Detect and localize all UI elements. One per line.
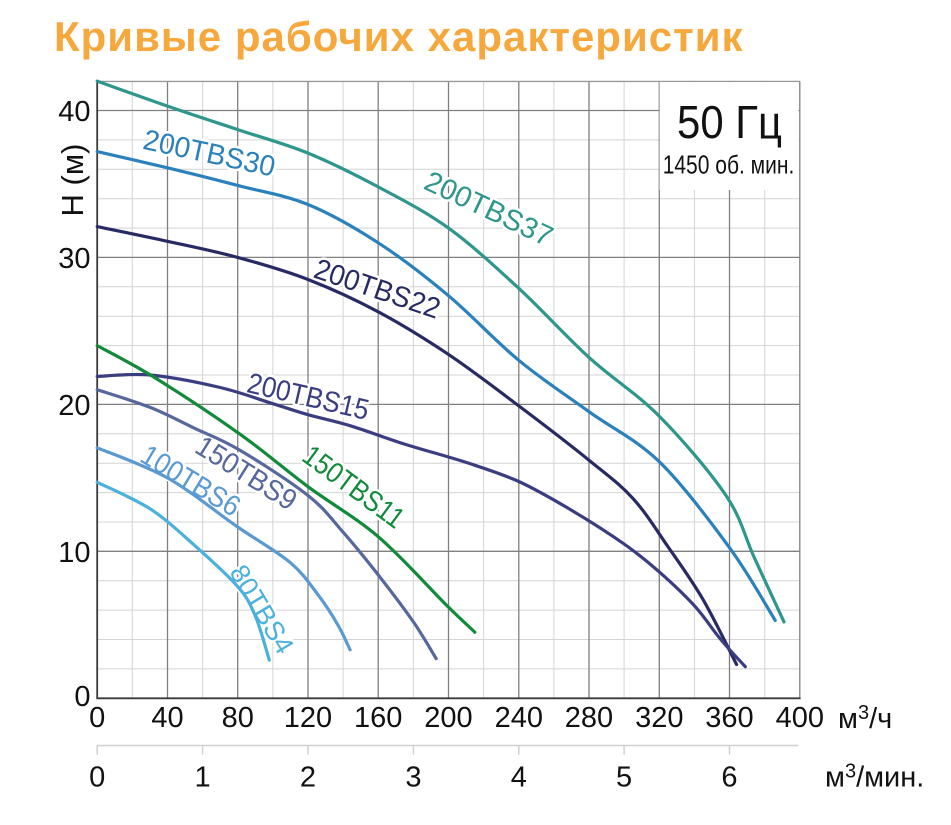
svg-text:H (м): H (м)	[55, 144, 90, 217]
svg-text:10: 10	[58, 537, 90, 569]
svg-text:280: 280	[565, 702, 613, 734]
svg-text:50 Гц: 50 Гц	[677, 96, 782, 148]
svg-text:200: 200	[424, 702, 472, 734]
svg-text:20: 20	[58, 390, 90, 422]
svg-text:5: 5	[616, 762, 632, 794]
svg-text:1450 об. мин.: 1450 об. мин.	[663, 150, 795, 180]
svg-text:6: 6	[721, 762, 737, 794]
svg-text:1: 1	[195, 762, 211, 794]
svg-text:4: 4	[511, 762, 527, 794]
svg-text:м3/мин.: м3/мин.	[825, 761, 924, 794]
svg-text:0: 0	[74, 681, 90, 713]
svg-text:240: 240	[495, 702, 543, 734]
svg-text:80: 80	[222, 702, 254, 734]
svg-text:320: 320	[635, 702, 683, 734]
svg-text:0: 0	[89, 702, 105, 734]
svg-text:160: 160	[354, 702, 402, 734]
svg-text:2: 2	[300, 762, 316, 794]
svg-text:40: 40	[58, 96, 90, 128]
svg-text:400: 400	[776, 702, 824, 734]
svg-text:30: 30	[58, 243, 90, 275]
svg-text:40: 40	[151, 702, 183, 734]
svg-text:м3/ч: м3/ч	[838, 702, 892, 735]
svg-text:120: 120	[284, 702, 332, 734]
svg-text:0: 0	[89, 762, 105, 794]
svg-text:360: 360	[705, 702, 753, 734]
svg-text:3: 3	[405, 762, 421, 794]
